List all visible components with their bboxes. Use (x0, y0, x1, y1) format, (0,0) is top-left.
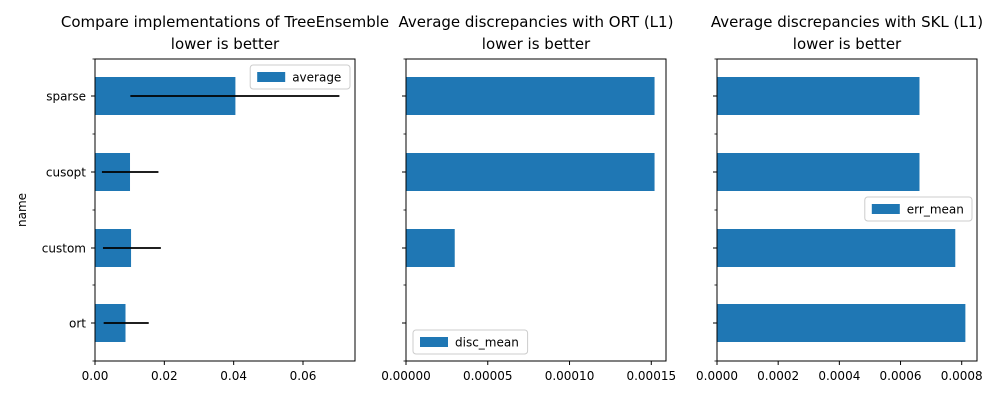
bar-custom (717, 229, 956, 267)
legend-box (249, 64, 351, 90)
chart-title: Compare implementations of TreeEnsemble (61, 13, 389, 31)
x-tick-label: 0.0002 (757, 369, 799, 383)
legend-swatch (420, 337, 448, 347)
chart-subtitle: lower is better (793, 35, 902, 53)
legend-box (864, 196, 973, 222)
x-tick-label: 0.00005 (463, 369, 513, 383)
legend: disc_mean (412, 329, 529, 355)
legend-label: err_mean (907, 203, 964, 217)
y-tick-label: cusopt (46, 166, 86, 180)
x-tick-label: 0.0008 (941, 369, 983, 383)
chart-subtitle: lower is better (171, 35, 280, 53)
panel-3: Average discrepancies with SKL (L1) lower… (696, 13, 983, 383)
y-tick-label: ort (69, 317, 86, 331)
legend-label: average (292, 71, 341, 85)
panel-1: Compare implementations of TreeEnsemble l… (15, 13, 389, 383)
bar-cusopt (717, 153, 920, 191)
x-tick-label: 0.00015 (626, 369, 676, 383)
y-tick-label: sparse (46, 90, 86, 104)
panel-2: Average discrepancies with ORT (L1) lower… (381, 13, 676, 383)
bar-custom (406, 229, 455, 267)
legend: average (249, 64, 351, 90)
x-tick-label: 0.00010 (545, 369, 595, 383)
legend-swatch (257, 72, 286, 82)
legend: err_mean (864, 196, 973, 222)
legend-box (412, 329, 529, 355)
x-tick-label: 0.0004 (818, 369, 860, 383)
bar-ort (717, 304, 966, 342)
legend-label: disc_mean (455, 336, 519, 350)
y-axis-label: name (15, 193, 29, 227)
x-tick-label: 0.0000 (696, 369, 738, 383)
x-tick-label: 0.02 (151, 369, 178, 383)
bar-sparse (406, 77, 655, 115)
chart-subtitle: lower is better (482, 35, 591, 53)
x-tick-label: 0.04 (220, 369, 247, 383)
bar-cusopt (406, 153, 655, 191)
chart-title: Average discrepancies with ORT (L1) (399, 13, 674, 31)
x-tick-label: 0.00000 (381, 369, 431, 383)
chart-title: Average discrepancies with SKL (L1) (711, 13, 983, 31)
y-tick-label: custom (42, 242, 86, 256)
x-tick-label: 0.06 (290, 369, 317, 383)
x-tick-label: 0.00 (82, 369, 109, 383)
legend-swatch (871, 204, 900, 214)
bar-sparse (717, 77, 920, 115)
x-tick-label: 0.0006 (880, 369, 922, 383)
